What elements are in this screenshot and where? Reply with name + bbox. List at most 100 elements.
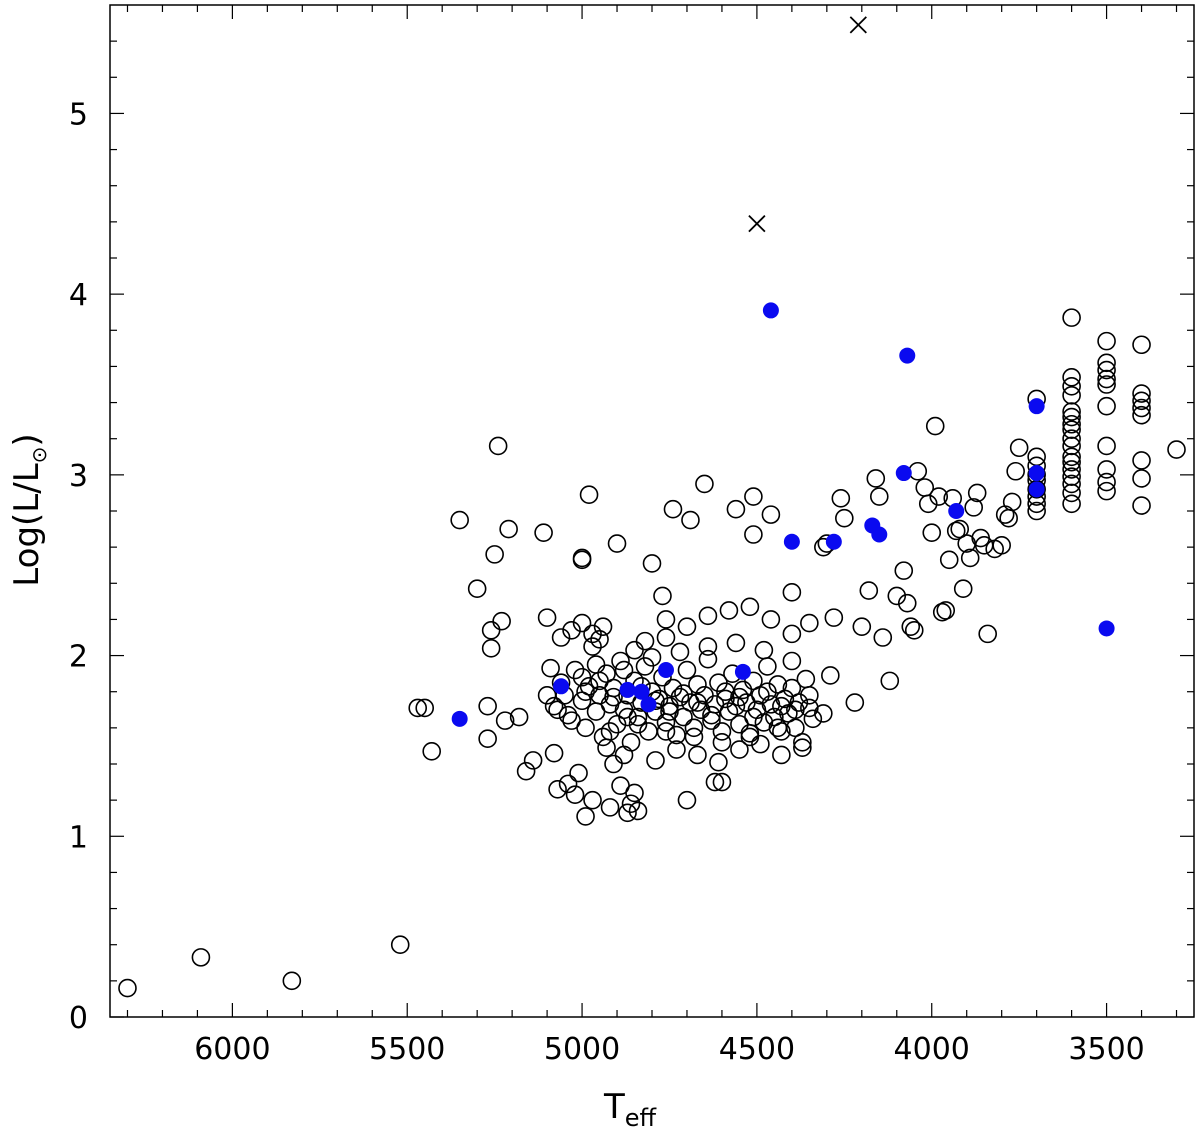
open-circle-point: [744, 707, 763, 727]
open-circle-point: [873, 628, 893, 647]
open-circle-point: [674, 684, 693, 703]
open-circle-point: [698, 606, 718, 626]
open-circle-point: [1027, 501, 1046, 521]
open-circle-point: [709, 752, 728, 772]
y-tick-label: 5: [69, 97, 88, 132]
open-circle-point: [478, 729, 497, 749]
open-circle-point: [1062, 402, 1081, 421]
open-circle-point: [1097, 472, 1116, 492]
open-circle-point: [918, 494, 938, 514]
open-circle-point: [712, 722, 732, 741]
filled-circle-point: [825, 533, 842, 550]
open-circle-point: [558, 705, 578, 725]
open-circle-point: [614, 660, 634, 680]
open-circle-point: [758, 682, 777, 702]
open-circle-point: [670, 687, 690, 707]
open-circle-point: [1062, 474, 1081, 494]
open-circle-point: [1097, 481, 1116, 501]
open-circle-point: [698, 637, 718, 656]
filled-circle-point: [451, 710, 468, 727]
open-circle-point: [635, 631, 655, 651]
open-circle-point: [1006, 461, 1025, 481]
filled-circle-point: [657, 662, 674, 679]
open-circle-point: [758, 657, 777, 676]
open-circle-point: [908, 461, 928, 481]
open-circle-point: [796, 669, 816, 689]
filled-circle-point: [553, 678, 570, 695]
open-circle-point: [800, 686, 819, 705]
open-circle-point: [1132, 391, 1151, 411]
open-circle-point: [835, 508, 854, 528]
open-circle-point: [628, 707, 648, 727]
open-circle-point: [719, 702, 739, 721]
open-circle-point: [740, 597, 760, 617]
open-circle-point: [684, 718, 704, 738]
open-circle-point: [600, 798, 620, 817]
open-circle-point: [929, 487, 949, 506]
open-circle-point: [572, 613, 592, 633]
open-circle-point: [688, 745, 707, 765]
open-circle-point: [1097, 360, 1116, 380]
open-circle-point: [537, 608, 557, 627]
open-circle-point: [702, 705, 721, 725]
open-circle-point: [481, 639, 501, 658]
open-circle-point: [579, 485, 599, 505]
open-circle-point: [744, 487, 763, 506]
open-circle-point: [572, 548, 592, 568]
filled-circle-point: [633, 683, 650, 700]
open-circle-point: [1097, 436, 1116, 456]
open-circle-point: [1132, 496, 1151, 515]
open-circle-point: [1009, 438, 1029, 458]
open-circle-point: [754, 640, 774, 660]
open-circle-point: [688, 693, 707, 712]
open-circle-point: [705, 772, 725, 792]
open-circle-point: [485, 545, 504, 564]
open-circle-point: [642, 554, 662, 573]
open-circle-point: [499, 519, 518, 539]
open-circle-point: [1062, 494, 1081, 514]
open-circle-point: [646, 751, 665, 770]
open-circle-point: [995, 505, 1015, 524]
open-circle-point: [488, 436, 508, 456]
open-circle-point: [761, 505, 781, 524]
open-circle-point: [803, 709, 823, 729]
open-circle-point: [782, 624, 802, 644]
open-circle-point: [541, 658, 560, 678]
open-circle-point: [390, 935, 410, 955]
open-circle-point: [618, 707, 637, 727]
open-circle-point: [478, 696, 497, 716]
open-circle-point: [656, 722, 676, 741]
open-circle-point: [467, 579, 487, 599]
x-tick-label: 5000: [544, 1032, 620, 1067]
open-circle-point: [1097, 369, 1116, 389]
filled-circle-point: [871, 526, 888, 543]
open-circle-point: [670, 642, 690, 662]
open-circle-point: [726, 499, 746, 519]
open-circle-point: [509, 707, 529, 727]
open-circle-point: [772, 722, 791, 741]
filled-circle-point: [948, 503, 965, 519]
x-tick-label: 6000: [194, 1032, 270, 1067]
open-circle-point: [730, 740, 749, 759]
open-circle-point: [1132, 384, 1151, 403]
open-circle-point: [925, 416, 945, 436]
open-circle-point: [590, 671, 609, 691]
open-circle-point: [611, 651, 630, 671]
open-circle-point: [586, 655, 606, 674]
open-circle-point: [614, 745, 634, 765]
open-circle-point: [1097, 396, 1116, 416]
open-circle-point: [894, 561, 914, 580]
open-circle-point: [866, 469, 886, 488]
filled-circle-point: [640, 696, 657, 713]
open-circle-point: [576, 807, 595, 826]
open-circle-point: [653, 586, 672, 606]
open-circle-point: [782, 583, 802, 602]
open-circle-point: [656, 628, 676, 647]
axis-tick-labels: 6000 5500 5000 4500 4000 3500 0 1 2 3 4 5: [69, 97, 1145, 1067]
open-circle-point: [1132, 335, 1151, 355]
open-circle-point: [688, 675, 707, 694]
cross-point: [849, 16, 867, 34]
open-circle-point: [537, 686, 557, 705]
open-circle-point: [814, 704, 833, 723]
open-circle-point: [821, 666, 840, 685]
